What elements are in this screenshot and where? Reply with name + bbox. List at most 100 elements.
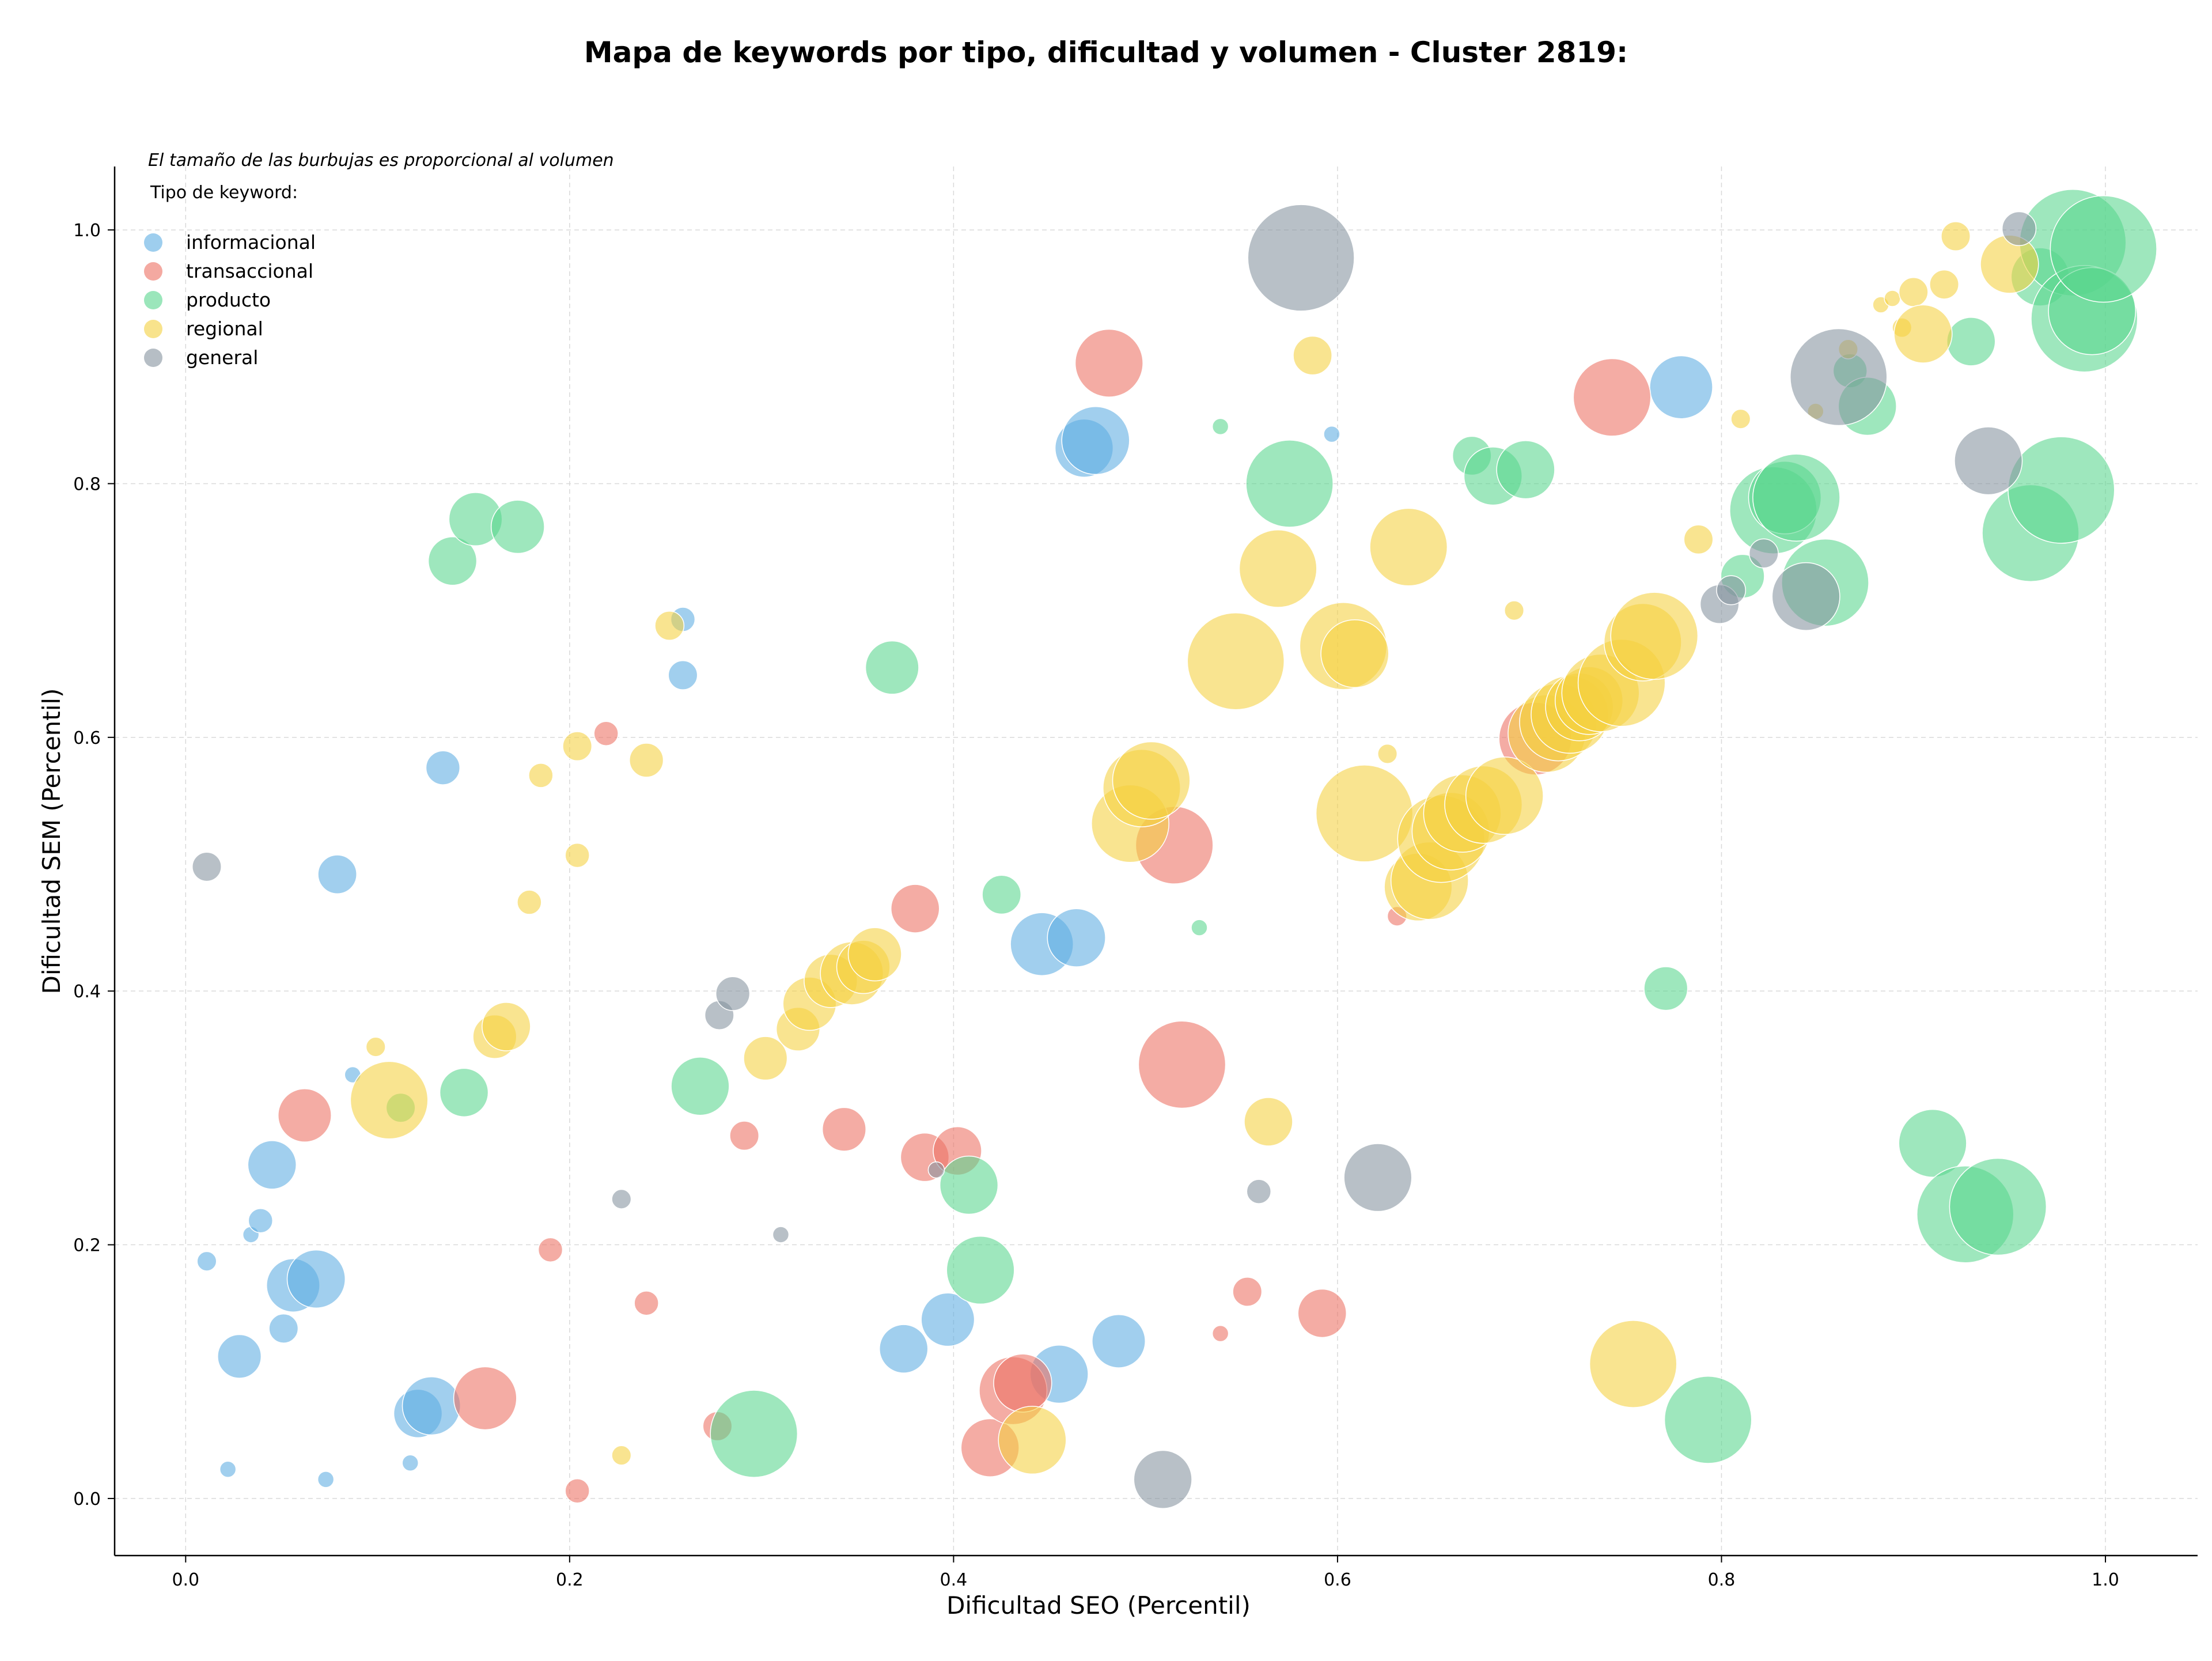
bubble-informacional [219, 1461, 237, 1478]
bubble-regional [1898, 277, 1929, 307]
bubble-regional [1929, 269, 1960, 300]
bubble-transaccional [277, 1088, 332, 1142]
bubble-informacional [402, 1376, 461, 1436]
y-tick-label: 0.2 [73, 1236, 101, 1256]
bubble-regional [1465, 756, 1544, 835]
bubble-producto [671, 1057, 730, 1116]
bubble-regional [1610, 592, 1699, 680]
legend: informacional transaccional producto region… [144, 231, 316, 369]
bubble-producto [865, 640, 919, 695]
bubble-informacional [668, 660, 698, 690]
legend-marker-general [144, 349, 162, 367]
bubble-regional [1504, 600, 1525, 621]
bubble-producto [2008, 436, 2115, 544]
legend-label-transaccional: transaccional [186, 260, 313, 282]
bubble-regional [562, 731, 593, 762]
bubble-general [1954, 426, 2023, 495]
legend-marker-informacional [144, 233, 162, 252]
bubble-producto [2050, 195, 2157, 303]
bubble-producto [1664, 1376, 1752, 1464]
bubble-producto [439, 1068, 489, 1118]
bubble-informacional [425, 750, 461, 785]
bubble-informacional [268, 1313, 299, 1344]
bubble-regional [565, 842, 590, 868]
bubble-regional [654, 611, 685, 641]
bubble-producto [490, 500, 545, 554]
bubble-transaccional [634, 1291, 659, 1316]
bubble-producto [1752, 453, 1840, 542]
bubble-informacional [217, 1334, 262, 1379]
x-tick-label: 0.0 [172, 1570, 199, 1590]
bubble-transaccional [729, 1121, 760, 1151]
bubble-general [715, 976, 751, 1011]
legend-marker-producto [144, 291, 162, 309]
legend-label-regional: regional [186, 317, 263, 340]
bubble-general [1133, 1450, 1192, 1509]
bubble-regional [1589, 1320, 1677, 1408]
bubble-regional [482, 1002, 531, 1051]
bubble-producto [427, 536, 478, 586]
bubble-transaccional [890, 884, 940, 933]
x-axis-title: Dificultad SEO (Percentil) [946, 1591, 1251, 1620]
bubble-regional [1377, 743, 1398, 764]
bubble-size-note: El tamaño de las burbujas es proporciona… [148, 150, 614, 171]
bubble-informacional [1092, 1314, 1146, 1368]
bubble-regional [1369, 508, 1448, 587]
bubble-transaccional [1074, 328, 1143, 398]
bubble-regional [350, 1061, 429, 1140]
bubble-regional [1187, 612, 1285, 710]
legend-title: Tipo de keyword: [150, 183, 298, 203]
bubble-producto [982, 875, 1022, 915]
bubble-regional [847, 927, 902, 982]
bubble-informacional [878, 1324, 929, 1374]
y-tick-label: 1.0 [73, 221, 101, 241]
bubble-informacional [1047, 908, 1106, 967]
bubble-informacional [317, 1471, 335, 1488]
bubble-transaccional [1232, 1277, 1263, 1307]
bubble-transaccional [453, 1366, 517, 1431]
bubble-producto [1191, 919, 1208, 936]
bubble-transaccional [1573, 358, 1652, 437]
legend-marker-regional [144, 320, 162, 338]
bubble-general [2001, 211, 2037, 247]
bubble-informacional [1323, 425, 1340, 443]
y-tick-label: 0.6 [73, 728, 101, 748]
bubble-informacional [402, 1454, 419, 1472]
axes [113, 167, 2198, 1557]
bubble-general [1771, 562, 1840, 631]
bubble-transaccional [593, 721, 619, 746]
bubble-producto [946, 1236, 1015, 1305]
bubble-general [927, 1161, 945, 1179]
bubble-points [192, 188, 2157, 1509]
legend-label-informacional: informacional [186, 231, 316, 253]
bubble-producto [1949, 1157, 2047, 1256]
bubble-regional [1112, 741, 1191, 820]
bubble-producto [710, 1390, 798, 1478]
bubble-transaccional [821, 1107, 866, 1152]
x-tick-label: 0.4 [940, 1570, 968, 1590]
legend-marker-transaccional [144, 262, 162, 281]
bubble-informacional [247, 1140, 297, 1190]
legend-label-producto: producto [186, 289, 271, 311]
bubble-informacional [1061, 406, 1130, 475]
bubble-producto [1211, 418, 1229, 436]
bubble-informacional [1649, 355, 1713, 419]
bubble-producto [1898, 1108, 1967, 1178]
y-tick-label: 0.8 [73, 474, 101, 494]
bubble-general [192, 852, 222, 882]
bubble-general [772, 1226, 790, 1243]
bubble-informacional [921, 1292, 975, 1347]
bubble-transaccional [565, 1478, 590, 1504]
bubble-transaccional [1138, 1020, 1226, 1109]
legend-label-general: general [186, 346, 258, 369]
bubble-regional [1893, 304, 1953, 364]
x-tick-label: 0.2 [556, 1570, 584, 1590]
bubble-producto [1643, 966, 1688, 1011]
bubble-transaccional [1297, 1288, 1347, 1338]
bubble-general [1246, 1179, 1272, 1204]
bubble-regional [1293, 335, 1332, 376]
bubble-regional [1320, 619, 1389, 688]
bubble-general [1343, 1143, 1412, 1212]
x-tick-label: 0.6 [1324, 1570, 1351, 1590]
